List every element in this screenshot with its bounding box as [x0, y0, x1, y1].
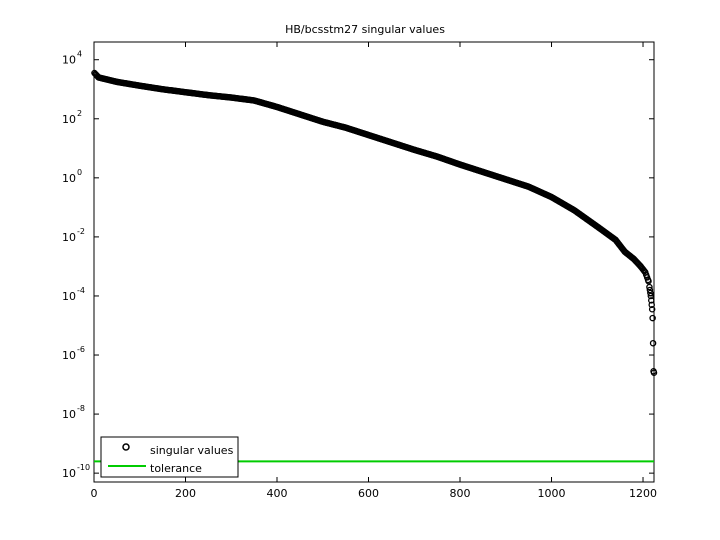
y-tick-exponent: -6	[77, 345, 85, 354]
legend-marker-circle	[122, 443, 130, 451]
singular-value-point	[649, 314, 656, 322]
x-tick-label: 1000	[538, 487, 566, 500]
x-axis: 0 200 400 600 800 1000 1200	[91, 42, 657, 500]
x-tick-label: 0	[91, 487, 98, 500]
y-tick-exponent: -2	[77, 227, 85, 236]
plot-area	[93, 41, 655, 483]
x-tick-label: 1200	[629, 487, 657, 500]
y-tick-label: 10	[62, 231, 76, 244]
y-tick-exponent: -8	[77, 404, 85, 413]
singular-value-point	[647, 292, 655, 300]
x-tick-label: 200	[175, 487, 196, 500]
y-tick-label: 10	[62, 54, 76, 67]
legend: singular values tolerance	[100, 436, 239, 478]
singular-value-point	[648, 305, 656, 313]
y-tick-exponent: 4	[77, 50, 82, 59]
y-tick-label: 10	[62, 349, 76, 362]
plot-frame	[93, 41, 655, 483]
singular-value-point	[650, 369, 658, 376]
singular-value-point	[646, 286, 654, 294]
y-tick-label: 10	[62, 290, 76, 303]
singular-value-point	[648, 301, 655, 309]
y-tick-label: 10	[62, 113, 76, 126]
legend-label-singular-values: singular values	[150, 444, 234, 457]
y-tick-label: 10	[62, 408, 76, 421]
singular-value-point	[649, 339, 657, 347]
singular-value-point	[647, 289, 654, 297]
y-tick-exponent: -4	[77, 286, 85, 295]
y-tick-label: 10	[62, 467, 76, 480]
y-tick-exponent: 0	[77, 168, 82, 177]
legend-box	[100, 436, 239, 478]
x-tick-label: 800	[450, 487, 471, 500]
y-tick-exponent: 2	[77, 109, 82, 118]
legend-label-tolerance: tolerance	[150, 462, 202, 475]
x-tick-label: 400	[267, 487, 288, 500]
singular-value-point	[646, 283, 653, 291]
singular-values-series	[91, 69, 658, 376]
singular-value-point	[648, 297, 655, 304]
chart-title: HB/bcsstm27 singular values	[285, 23, 445, 36]
y-tick-label: 10	[62, 172, 76, 185]
singular-value-point	[645, 277, 652, 285]
x-tick-label: 600	[358, 487, 379, 500]
y-tick-exponent: -10	[77, 463, 90, 472]
